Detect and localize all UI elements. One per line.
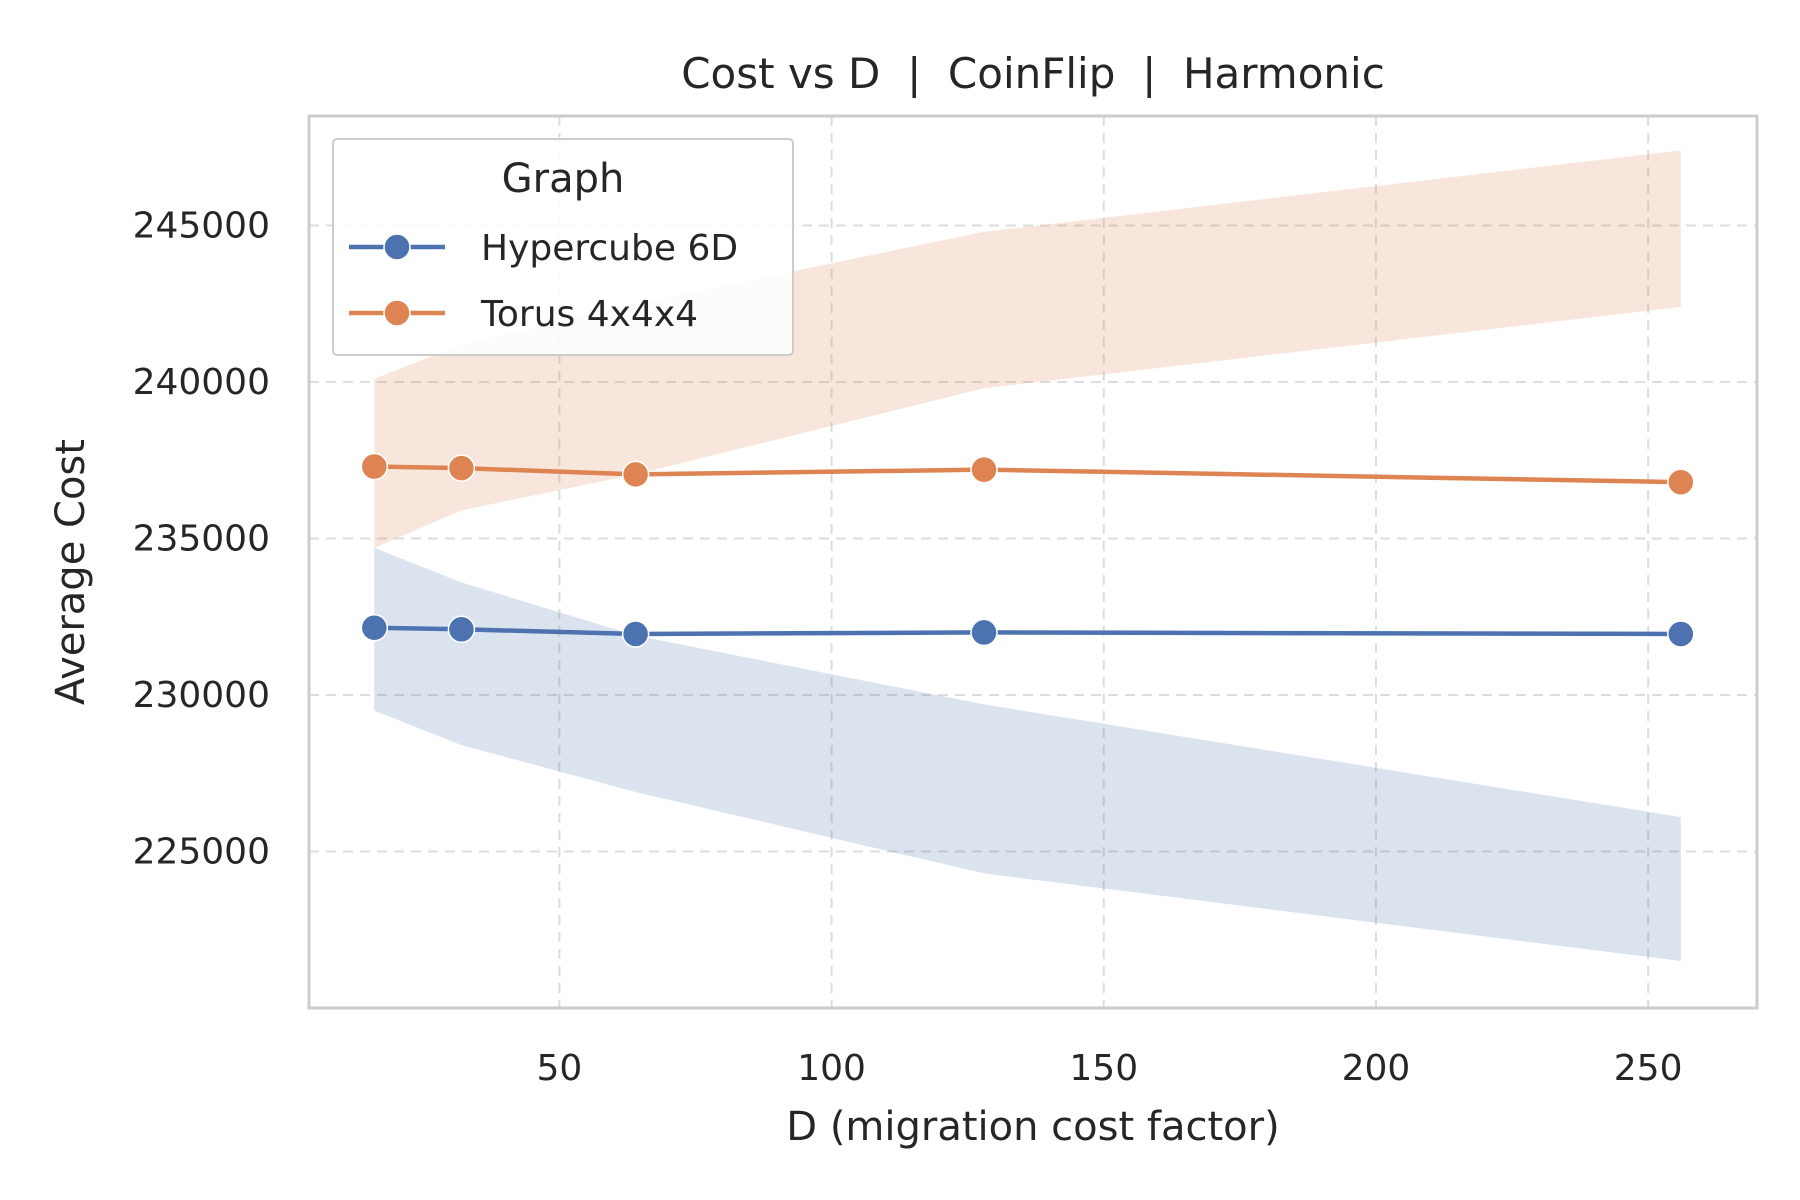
x-tick-label: 200: [1342, 1048, 1411, 1089]
x-tick-label: 100: [797, 1048, 866, 1089]
data-point-torus: [360, 452, 389, 481]
legend-label-torus: Torus 4x4x4: [480, 294, 698, 335]
y-tick-label: 225000: [133, 832, 270, 873]
legend-marker-hypercube: [383, 233, 411, 261]
data-point-hypercube: [447, 615, 476, 644]
data-point-torus: [970, 455, 998, 484]
data-point-torus: [447, 454, 476, 482]
data-point-hypercube: [970, 618, 998, 647]
legend-title: Graph: [502, 156, 625, 202]
y-tick-label: 240000: [133, 362, 270, 403]
y-tick-label: 235000: [133, 519, 270, 560]
data-point-torus: [1667, 468, 1695, 496]
x-tick-label: 150: [1069, 1048, 1138, 1089]
legend: Graph Hypercube 6D Torus 4x4x4: [332, 138, 794, 356]
legend-label-hypercube: Hypercube 6D: [481, 228, 738, 269]
band-hypercube: [374, 547, 1681, 962]
x-tick-label: 50: [536, 1048, 582, 1089]
y-axis-label: Average Cost: [48, 439, 94, 705]
chart-title: Cost vs D | CoinFlip | Harmonic: [681, 49, 1385, 98]
plot-area: 50 100 150 200 250 225000 230000 235000 240000 24…: [133, 114, 1759, 1089]
legend-box: [332, 138, 794, 356]
x-tick-label: 250: [1614, 1048, 1683, 1089]
y-tick-label: 245000: [133, 206, 270, 247]
data-point-hypercube: [360, 613, 389, 642]
axes-frame: [307, 114, 1759, 1010]
data-point-hypercube: [621, 620, 650, 648]
x-axis-label: D (migration cost factor): [786, 1104, 1279, 1150]
band-torus: [374, 150, 1681, 548]
legend-marker-torus: [383, 299, 411, 327]
data-point-hypercube: [1667, 620, 1695, 648]
data-point-torus: [621, 460, 650, 489]
y-tick-label: 230000: [133, 675, 270, 716]
